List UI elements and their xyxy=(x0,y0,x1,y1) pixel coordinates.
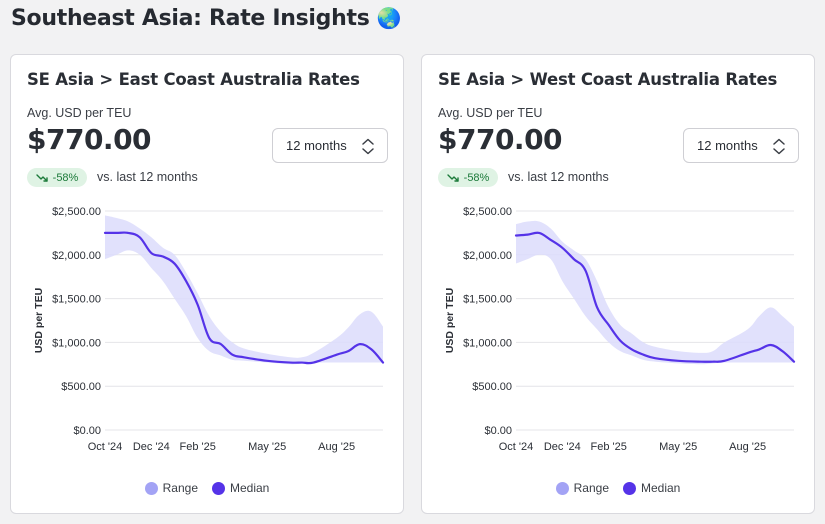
legend-item-range[interactable]: Range xyxy=(144,481,198,495)
card-title: SE Asia > East Coast Australia Rates xyxy=(27,70,360,89)
metric-value: $770.00 xyxy=(438,123,563,156)
rate-card-west: SE Asia > West Coast Australia Rates Avg… xyxy=(421,54,815,514)
y-axis-label: USD per TEU xyxy=(444,288,456,353)
y-tick-label: $500.00 xyxy=(61,381,101,393)
x-tick-label: Oct '24 xyxy=(499,441,534,453)
x-tick-label: Aug '25 xyxy=(318,441,355,453)
x-tick-label: May '25 xyxy=(248,441,286,453)
y-tick-label: $500.00 xyxy=(472,381,512,393)
chevron-updown-icon xyxy=(362,138,374,155)
x-tick-label: Dec '24 xyxy=(544,441,581,453)
period-select[interactable]: 12 months xyxy=(683,128,799,163)
y-axis-label: USD per TEU xyxy=(33,288,45,353)
range-band xyxy=(105,215,383,365)
x-tick-label: Feb '25 xyxy=(179,441,215,453)
x-tick-label: Dec '24 xyxy=(133,441,170,453)
globe-icon: 🌏 xyxy=(376,6,402,30)
x-tick-label: Feb '25 xyxy=(590,441,626,453)
period-select[interactable]: 12 months xyxy=(272,128,388,163)
rate-card-east: SE Asia > East Coast Australia Rates Avg… xyxy=(10,54,404,514)
y-tick-label: $2,000.00 xyxy=(463,250,512,262)
x-tick-label: Oct '24 xyxy=(88,441,123,453)
delta-text: vs. last 12 months xyxy=(97,170,198,184)
card-title: SE Asia > West Coast Australia Rates xyxy=(438,70,778,89)
legend-median-label: Median xyxy=(230,481,270,495)
y-tick-label: $0.00 xyxy=(73,425,101,437)
delta-badge-value: -58% xyxy=(463,171,490,184)
y-tick-label: $0.00 xyxy=(484,425,512,437)
delta-badge: -58% xyxy=(438,168,498,187)
trend-down-icon xyxy=(35,173,48,182)
y-tick-label: $1,000.00 xyxy=(52,337,101,349)
y-tick-label: $1,500.00 xyxy=(52,294,101,306)
legend-range-label: Range xyxy=(573,481,609,495)
metric-label: Avg. USD per TEU xyxy=(27,106,132,120)
legend-item-range[interactable]: Range xyxy=(555,481,609,495)
metric-label: Avg. USD per TEU xyxy=(438,106,543,120)
median-line xyxy=(514,231,796,363)
rate-chart: $0.00 $500.00 $1,000.00 $1,500.00 $2,000.00 $… xyxy=(33,206,385,453)
rate-chart: $0.00 $500.00 $1,000.00 $1,500.00 $2,000.00 $… xyxy=(444,206,796,453)
chart-legend: Range Median xyxy=(11,481,403,495)
period-select-value: 12 months xyxy=(286,138,347,153)
legend-range-label: Range xyxy=(162,481,198,495)
trend-down-icon xyxy=(446,173,459,182)
metric-value: $770.00 xyxy=(27,123,152,156)
x-tick-label: May '25 xyxy=(659,441,697,453)
y-tick-label: $2,500.00 xyxy=(52,206,101,218)
delta-badge: -58% xyxy=(27,168,87,187)
legend-range-swatch xyxy=(555,481,569,495)
legend-median-swatch xyxy=(623,481,636,495)
legend-item-median[interactable]: Median xyxy=(623,481,680,495)
delta-text: vs. last 12 months xyxy=(508,170,609,184)
legend-median-label: Median xyxy=(641,481,681,495)
chevron-updown-icon xyxy=(773,138,785,155)
y-tick-label: $2,500.00 xyxy=(463,206,512,218)
delta-badge-value: -58% xyxy=(52,171,79,184)
y-tick-label: $2,000.00 xyxy=(52,250,101,262)
chart-legend: Range Median xyxy=(422,481,814,495)
median-line xyxy=(103,231,385,365)
page-title: Southeast Asia: Rate Insights 🌏 xyxy=(11,6,402,31)
y-tick-label: $1,000.00 xyxy=(463,337,512,349)
period-select-value: 12 months xyxy=(697,138,758,153)
legend-item-median[interactable]: Median xyxy=(212,481,269,495)
y-tick-label: $1,500.00 xyxy=(463,294,512,306)
legend-median-swatch xyxy=(212,481,225,495)
x-tick-label: Aug '25 xyxy=(729,441,766,453)
legend-range-swatch xyxy=(144,481,158,495)
page-title-text: Southeast Asia: Rate Insights xyxy=(11,6,370,31)
